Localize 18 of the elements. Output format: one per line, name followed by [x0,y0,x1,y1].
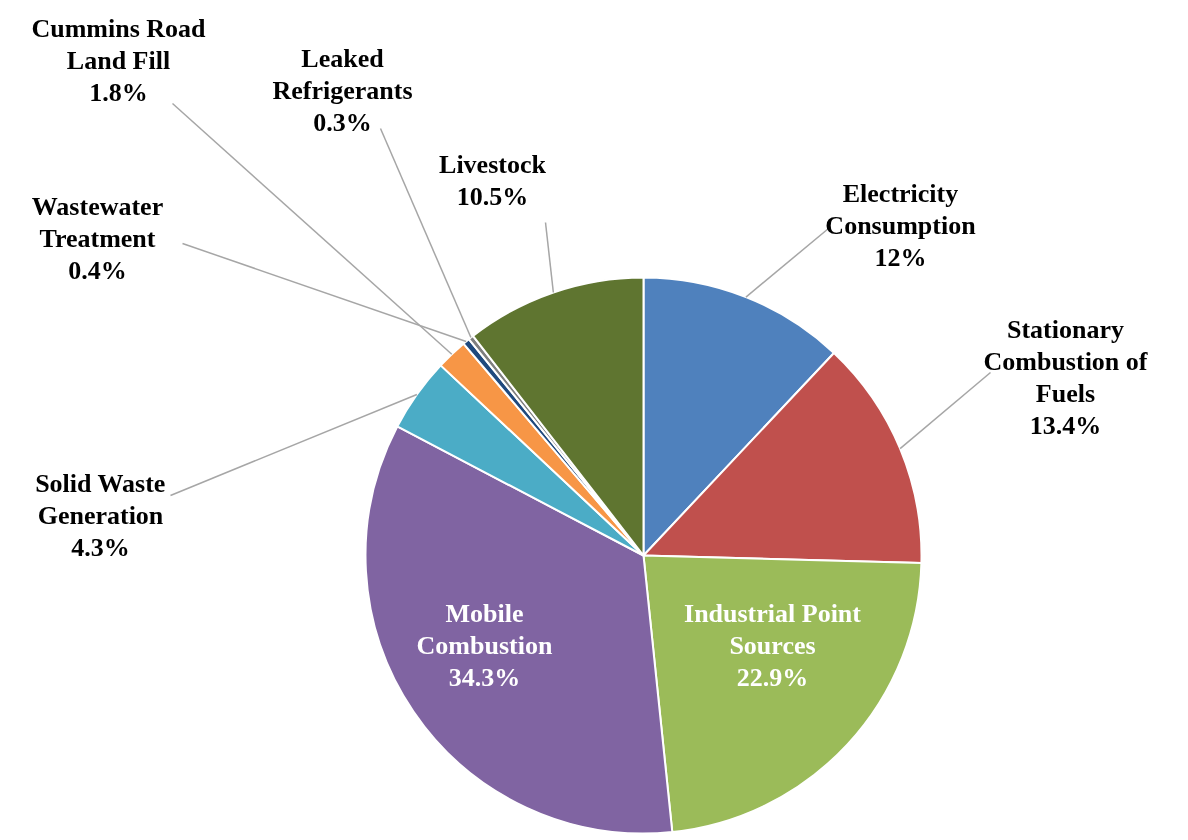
slice-label: Solid Waste Generation [35,469,166,530]
slice-label: Stationary Combustion of Fuels [983,315,1148,408]
slice-label: Livestock [439,150,547,180]
data-label: 22.9% [736,662,809,692]
slice-label: Cummins Road Land Fill [31,14,207,75]
data-label: 10.5% [456,181,529,211]
data-label: 13.4% [1029,410,1102,440]
data-label: 4.3% [71,532,130,562]
slice-label: Industrial Point Sources [684,599,862,660]
slice-label: Electricity Consumption [825,179,977,240]
slice-label: Wastewater Treatment [31,192,164,253]
data-label: 1.8% [89,77,148,107]
data-label: 12% [874,242,927,272]
data-label: 0.3% [313,107,372,137]
data-label: 0.4% [68,255,127,285]
slice-label: Mobile Combustion [416,599,553,660]
slice-label: Leaked Refrigerants [272,44,413,105]
data-label: 34.3% [448,662,521,692]
